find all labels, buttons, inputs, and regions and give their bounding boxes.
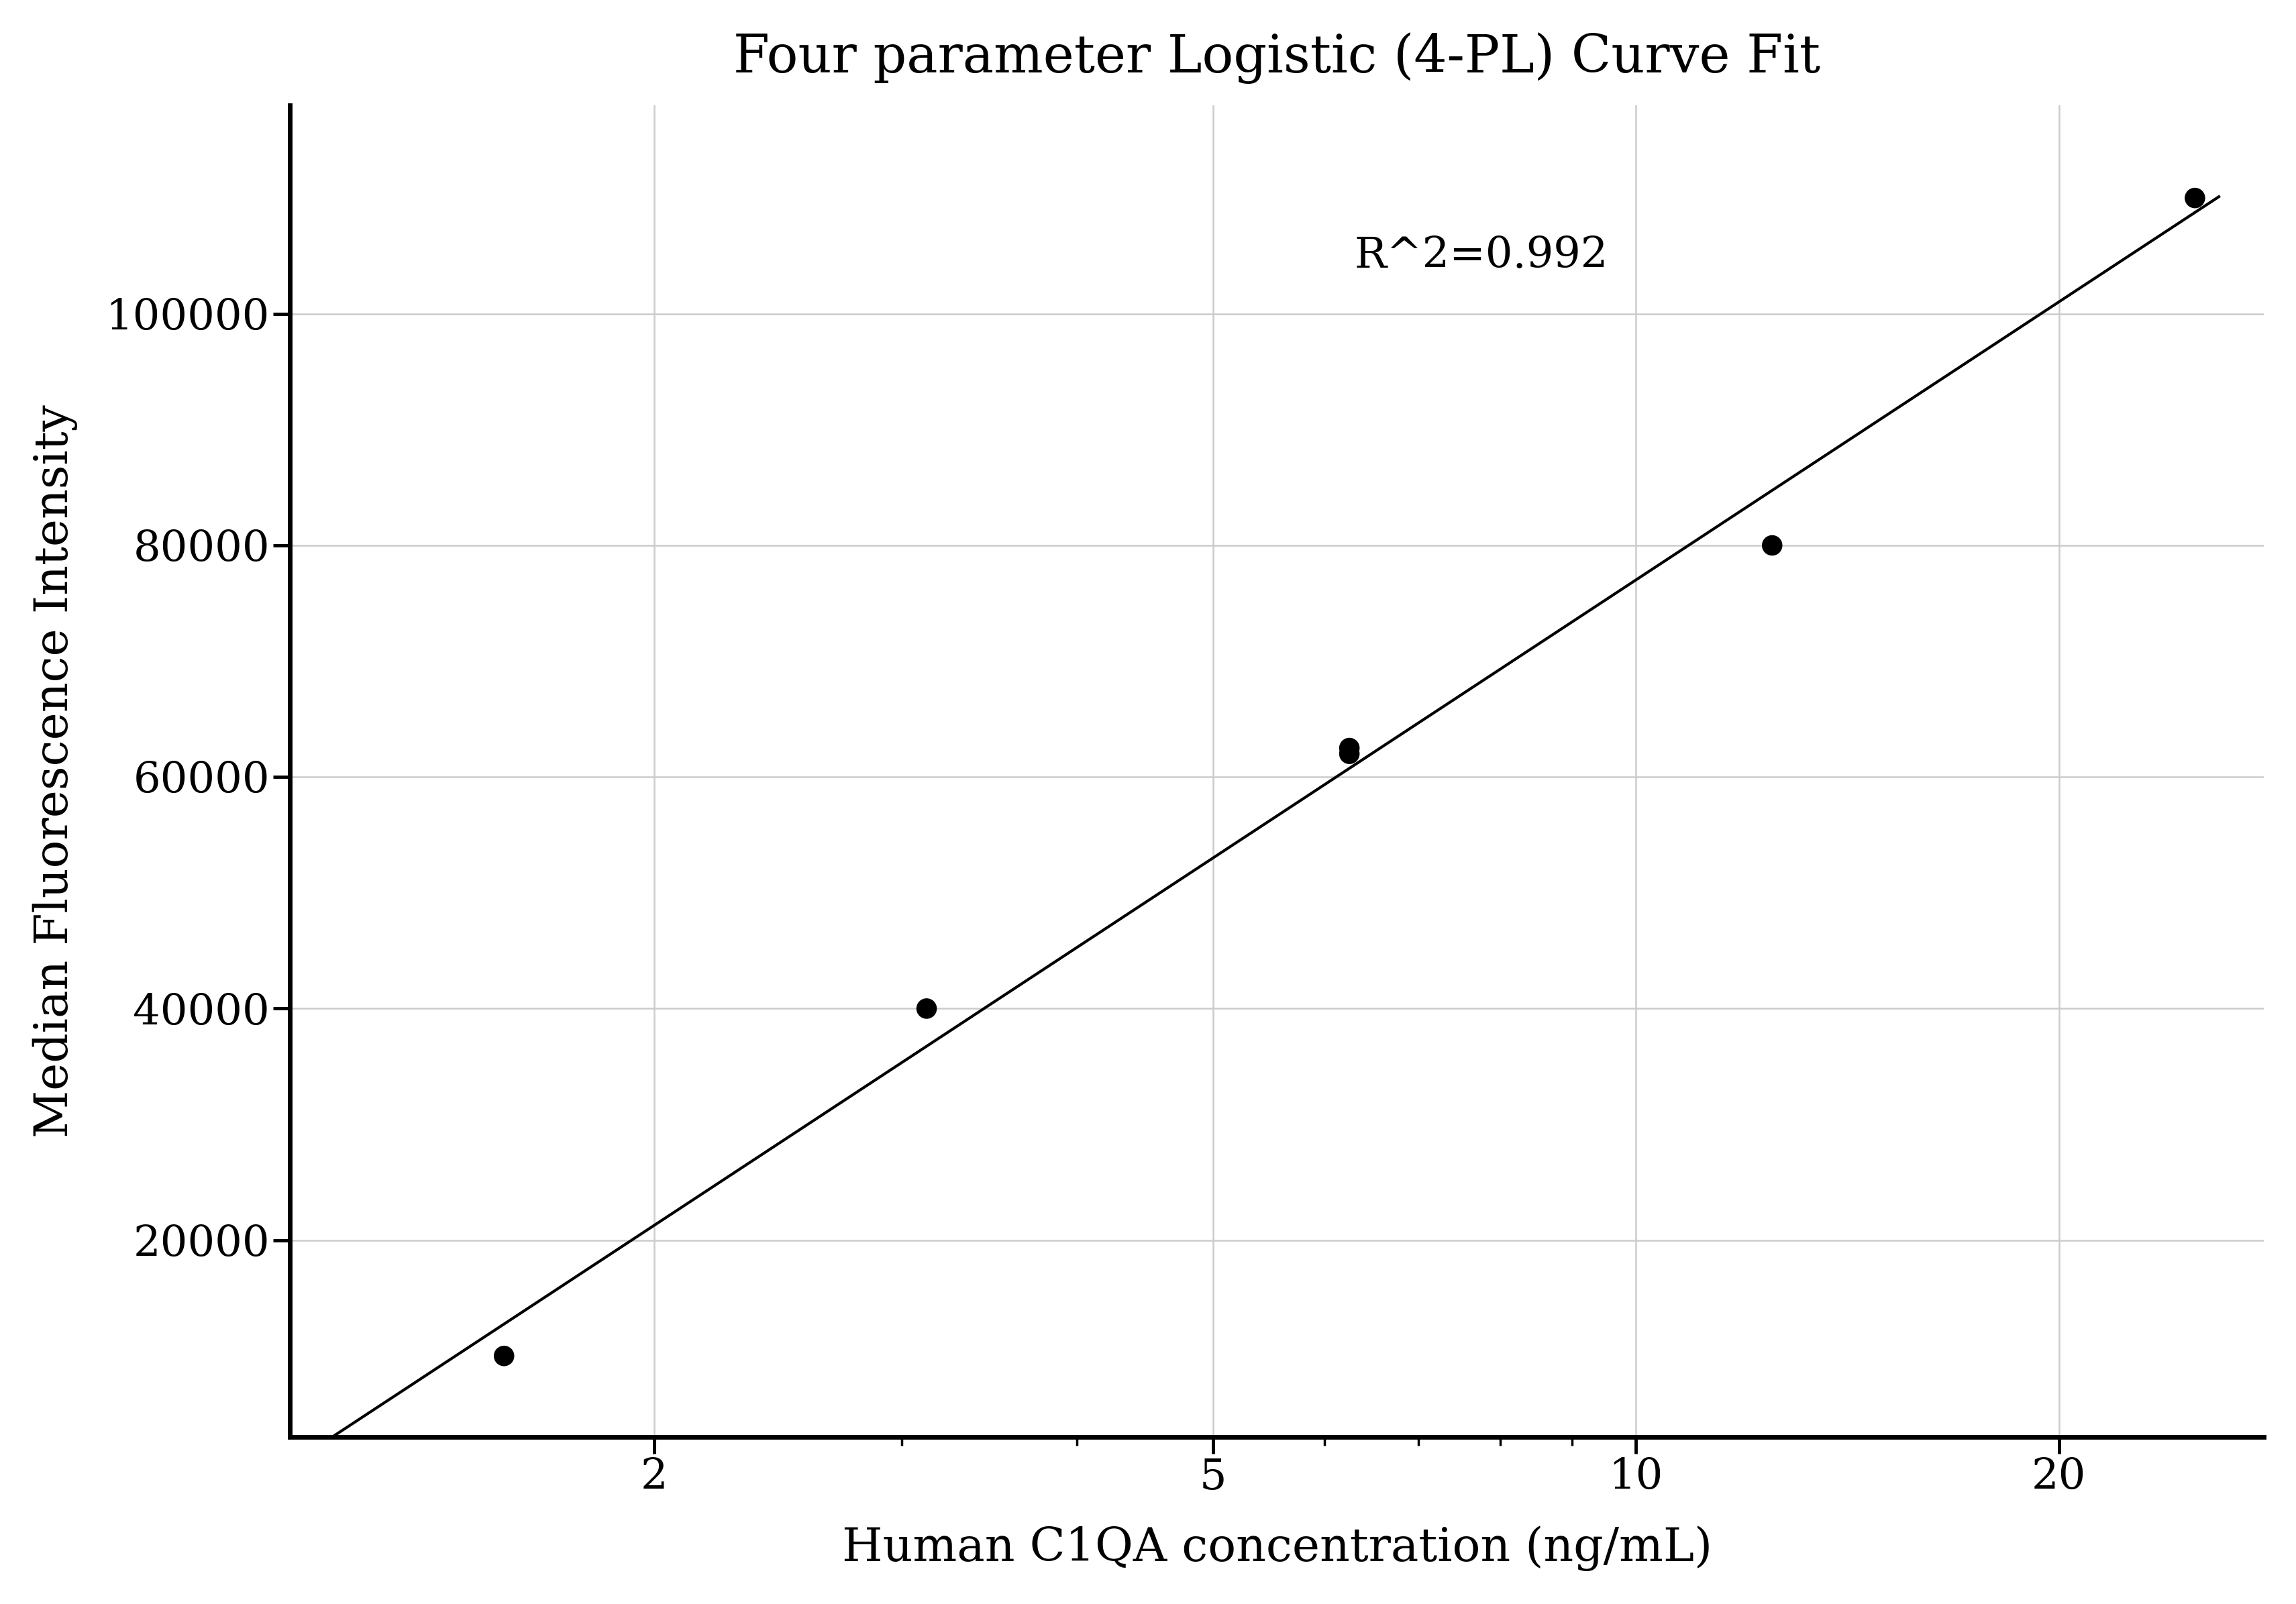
- Title: Four parameter Logistic (4-PL) Curve Fit: Four parameter Logistic (4-PL) Curve Fit: [732, 32, 1821, 83]
- Point: [1332, 735, 1368, 760]
- Point: [1332, 741, 1368, 767]
- Text: R^2=0.992: R^2=0.992: [1355, 236, 1607, 276]
- Point: [907, 996, 944, 1022]
- Point: [484, 1343, 521, 1368]
- Y-axis label: Median Fluorescence Intensity: Median Fluorescence Intensity: [32, 404, 78, 1137]
- X-axis label: Human C1QA concentration (ng/mL): Human C1QA concentration (ng/mL): [843, 1525, 1711, 1572]
- Point: [2177, 184, 2213, 210]
- Point: [1754, 533, 1791, 558]
